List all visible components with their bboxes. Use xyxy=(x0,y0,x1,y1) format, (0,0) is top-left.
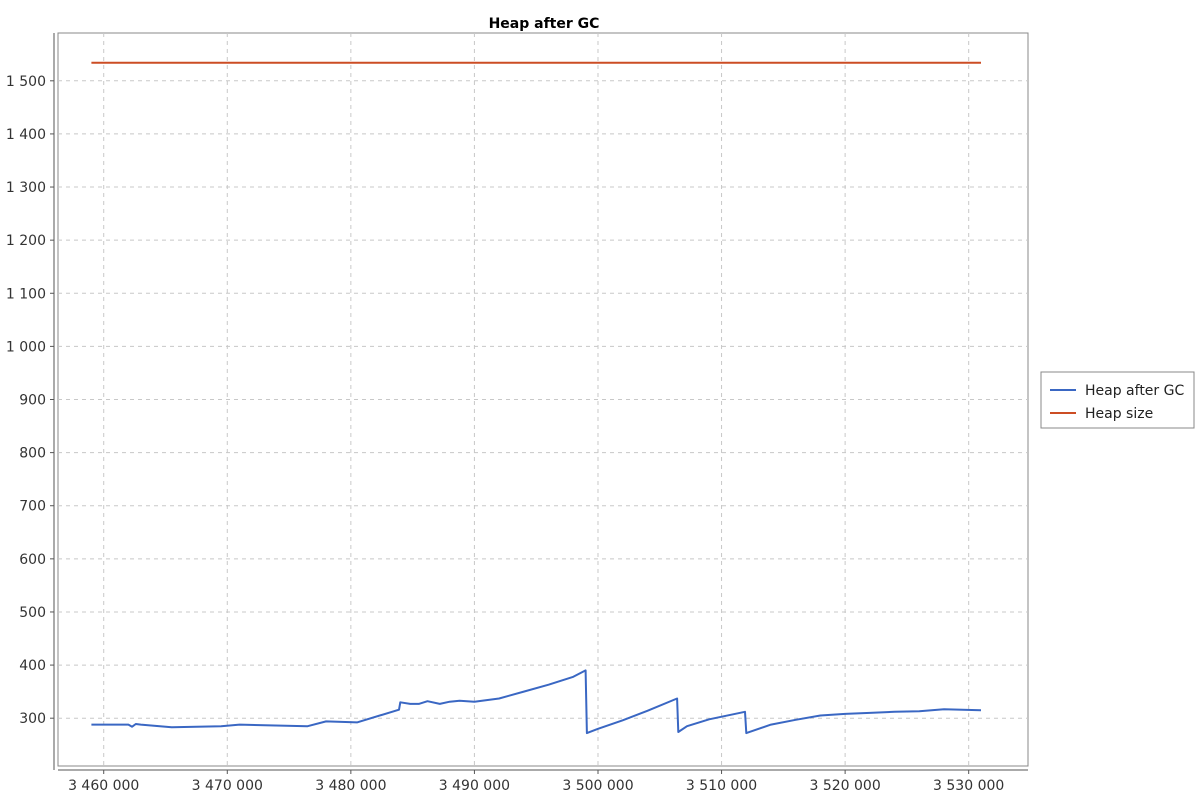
series-layer xyxy=(91,61,982,735)
y-tick-label: 1 000 xyxy=(6,339,46,355)
y-tick-label: 1 300 xyxy=(6,180,46,196)
y-tick-label: 900 xyxy=(19,393,46,409)
x-tick-label: 3 480 000 xyxy=(315,778,386,794)
y-tick-label: 1 200 xyxy=(6,233,46,249)
legend-label-heap-size: Heap size xyxy=(1085,406,1153,422)
y-tick-label: 500 xyxy=(19,605,46,621)
y-tick-label: 600 xyxy=(19,552,46,568)
x-tick-label: 3 490 000 xyxy=(439,778,510,794)
grid xyxy=(58,33,1028,766)
series-line-heap-after-gc xyxy=(91,669,982,735)
chart-title: Heap after GC xyxy=(489,16,600,32)
y-tick-label: 400 xyxy=(19,658,46,674)
x-tick-label: 3 470 000 xyxy=(192,778,263,794)
x-axis: 3 460 000 3 470 000 3 480 000 3 490 000 3 50… xyxy=(68,770,1004,794)
legend-label-heap-after-gc: Heap after GC xyxy=(1085,383,1184,399)
y-tick-label: 1 100 xyxy=(6,286,46,302)
x-tick-label: 3 530 000 xyxy=(933,778,1004,794)
y-tick-label: 700 xyxy=(19,499,46,515)
y-axis: 300 400 500 600 700 800 900 1 000 1 100 1 200 1 30… xyxy=(6,74,54,727)
y-tick-label: 800 xyxy=(19,446,46,462)
y-tick-label: 1 400 xyxy=(6,127,46,143)
x-tick-label: 3 460 000 xyxy=(68,778,139,794)
y-tick-label: 300 xyxy=(19,711,46,727)
legend-box xyxy=(1040,371,1195,429)
x-tick-label: 3 510 000 xyxy=(686,778,757,794)
y-tick-label: 1 500 xyxy=(6,74,46,90)
legend: Heap after GC Heap size xyxy=(1040,371,1195,429)
x-tick-label: 3 520 000 xyxy=(809,778,880,794)
x-tick-label: 3 500 000 xyxy=(562,778,633,794)
